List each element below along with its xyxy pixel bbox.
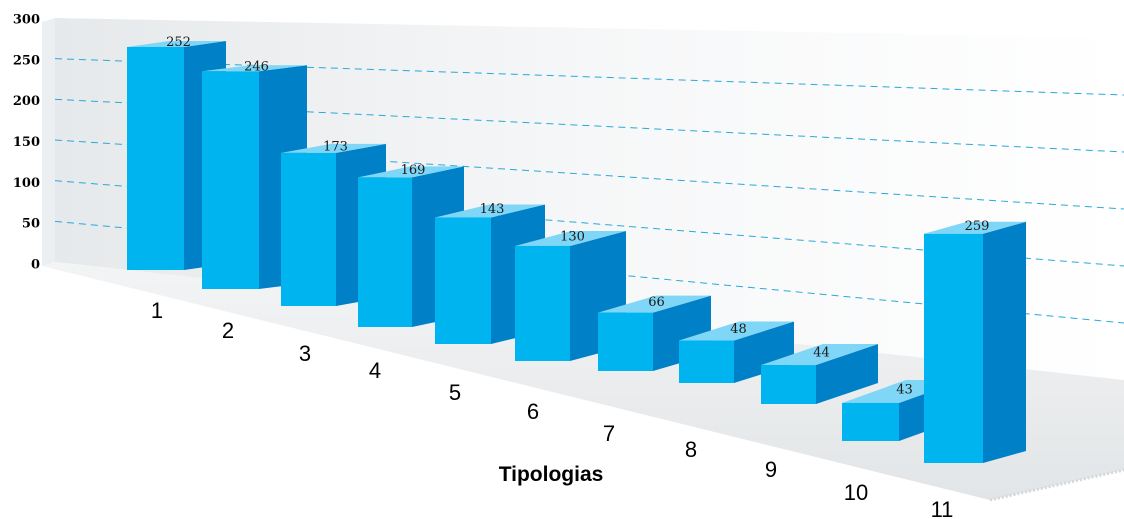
x-axis-title: Tipologias bbox=[499, 463, 604, 486]
x-tick-label: 9 bbox=[765, 457, 777, 482]
y-axis: 0 50 100 150 200 250 300 bbox=[13, 13, 40, 273]
x-tick-label: 7 bbox=[603, 421, 615, 446]
bar-top bbox=[127, 40, 226, 47]
bar-top bbox=[598, 295, 711, 313]
x-tick-label: 6 bbox=[527, 399, 539, 424]
bar-front bbox=[515, 245, 570, 361]
gridline bbox=[54, 58, 1124, 96]
data-label: 252 bbox=[166, 35, 191, 50]
data-label: 66 bbox=[648, 295, 665, 310]
data-label: 48 bbox=[730, 322, 747, 337]
x-tick-label: 5 bbox=[449, 380, 461, 405]
x-axis: 1 2 3 4 5 6 7 8 9 10 11 bbox=[151, 298, 954, 519]
y-tick-label: 150 bbox=[13, 135, 40, 150]
gridline bbox=[54, 98, 1124, 153]
floor-edge bbox=[989, 468, 1124, 502]
x-tick-label: 3 bbox=[299, 341, 311, 366]
y-tick-label: 300 bbox=[13, 13, 40, 28]
x-tick-label: 1 bbox=[151, 298, 163, 323]
y-tick-label: 250 bbox=[13, 53, 40, 68]
data-label: 246 bbox=[244, 59, 269, 74]
bar-top bbox=[202, 65, 307, 72]
y-tick-label: 50 bbox=[22, 217, 40, 232]
bar-side bbox=[983, 221, 1026, 463]
bar-top bbox=[679, 321, 794, 341]
bar: 259 bbox=[924, 219, 1026, 463]
data-label: 130 bbox=[560, 229, 585, 244]
x-tick-label: 8 bbox=[685, 437, 697, 462]
bar-front bbox=[435, 217, 491, 344]
y-tick-label: 200 bbox=[13, 94, 40, 109]
data-label: 259 bbox=[965, 219, 990, 234]
bar-front bbox=[127, 46, 184, 271]
data-label: 44 bbox=[813, 346, 830, 361]
y-tick-label: 100 bbox=[13, 176, 40, 191]
data-label: 169 bbox=[401, 163, 426, 178]
bar-top bbox=[761, 344, 878, 366]
bar-front bbox=[761, 365, 816, 404]
left-wall bbox=[42, 18, 55, 266]
gridline bbox=[54, 139, 1124, 210]
data-label: 143 bbox=[480, 202, 505, 217]
bar-front bbox=[281, 152, 336, 306]
bar-top bbox=[281, 143, 386, 153]
data-label: 43 bbox=[896, 382, 913, 397]
bar: 252 bbox=[127, 35, 226, 271]
bar-front bbox=[679, 340, 734, 383]
x-tick-label: 10 bbox=[844, 480, 868, 505]
y-tick-label: 0 bbox=[31, 258, 40, 273]
x-tick-label: 4 bbox=[369, 358, 381, 383]
bar-front bbox=[358, 177, 412, 327]
bar-front bbox=[842, 402, 899, 441]
bar-top bbox=[358, 166, 464, 178]
bar-front bbox=[202, 71, 259, 289]
bar-side bbox=[816, 344, 878, 404]
data-label: 173 bbox=[323, 139, 348, 154]
bar-top bbox=[515, 230, 626, 246]
x-tick-label: 11 bbox=[931, 497, 954, 519]
x-tick-label: 2 bbox=[222, 318, 234, 343]
bar-top bbox=[924, 221, 1026, 234]
bar-front bbox=[924, 233, 983, 463]
bar-front bbox=[598, 312, 653, 371]
bar-top bbox=[435, 204, 545, 218]
bar: 44 bbox=[761, 344, 878, 404]
